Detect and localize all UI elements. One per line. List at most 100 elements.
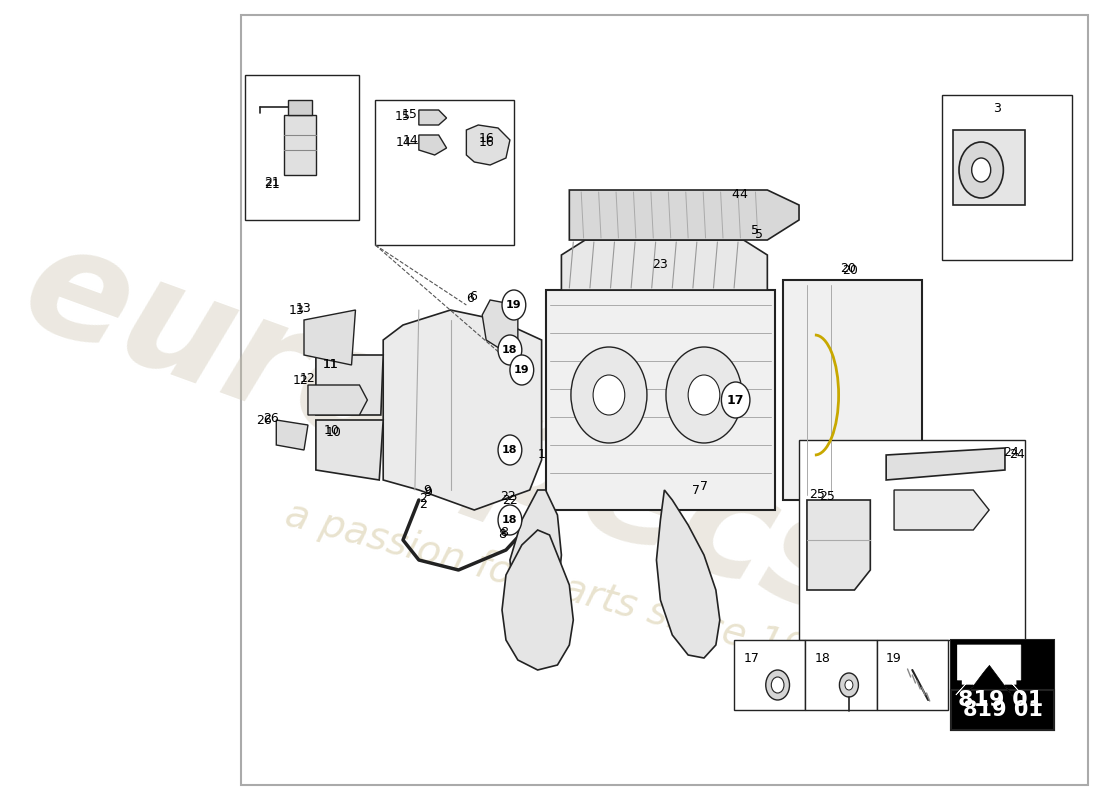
Text: 20: 20 [840,262,856,274]
Text: 19: 19 [514,365,529,375]
Text: 19: 19 [506,300,521,310]
Text: 25: 25 [818,490,835,503]
Polygon shape [807,500,870,590]
Bar [954,130,1025,205]
Text: 13: 13 [296,302,312,314]
Text: 22: 22 [502,494,518,506]
Text: 17: 17 [744,652,759,665]
Circle shape [689,375,719,415]
Polygon shape [887,448,1005,480]
Polygon shape [316,420,383,480]
Text: 9: 9 [425,486,432,498]
Polygon shape [419,135,447,155]
Bar [952,640,1054,690]
Text: 15: 15 [402,109,417,122]
Text: 10: 10 [323,423,340,437]
Polygon shape [288,100,312,115]
Circle shape [498,435,521,465]
Bar [546,290,776,510]
Polygon shape [510,490,561,620]
Circle shape [593,375,625,415]
Circle shape [971,158,991,182]
Polygon shape [894,490,989,530]
Text: 12: 12 [300,371,316,385]
Polygon shape [383,310,541,510]
Text: 14: 14 [403,134,419,147]
Text: 14: 14 [395,137,411,150]
Text: 8: 8 [498,529,506,542]
Text: 9: 9 [422,483,431,497]
Text: 6: 6 [469,290,476,303]
Text: 2: 2 [419,491,427,505]
Polygon shape [561,240,768,290]
Bar [375,100,514,245]
Circle shape [666,347,743,443]
Bar [244,75,360,220]
Text: 23: 23 [652,258,669,271]
Text: 2: 2 [419,498,427,511]
Text: 19: 19 [887,652,902,665]
Text: 16: 16 [478,131,494,145]
Bar [942,95,1072,260]
Text: 6: 6 [466,291,474,305]
Polygon shape [466,125,510,165]
Bar [877,640,948,710]
Circle shape [722,382,750,418]
Text: eurospecs: eurospecs [4,210,881,650]
Text: 7: 7 [700,481,708,494]
Text: 21: 21 [264,178,280,191]
Text: 5: 5 [756,229,763,242]
Circle shape [766,670,790,700]
Bar [799,440,1025,640]
Polygon shape [956,645,1022,695]
Text: 12: 12 [293,374,308,386]
Text: 24: 24 [1003,446,1020,459]
Text: 18: 18 [503,345,518,355]
Text: 16: 16 [478,135,494,149]
Text: a passion for parts since 1985: a passion for parts since 1985 [280,496,858,684]
Polygon shape [308,385,367,415]
Bar [952,690,1054,730]
Text: 13: 13 [288,303,304,317]
Text: 11: 11 [322,358,338,371]
Polygon shape [961,645,1016,700]
Circle shape [845,680,853,690]
Polygon shape [304,310,355,365]
Text: 15: 15 [395,110,411,123]
Polygon shape [419,110,447,125]
Bar [783,280,922,500]
Text: 18: 18 [815,652,830,665]
Text: 11: 11 [322,358,338,371]
Text: 10: 10 [326,426,341,438]
Circle shape [510,355,534,385]
Text: 4: 4 [739,189,748,202]
Text: 1: 1 [538,449,546,462]
Text: 22: 22 [500,490,516,503]
Circle shape [498,505,521,535]
Polygon shape [657,490,719,658]
Text: 24: 24 [1009,449,1025,462]
Text: 26: 26 [256,414,273,426]
Bar [952,640,1054,730]
Circle shape [959,142,1003,198]
Polygon shape [502,530,573,670]
Polygon shape [482,300,518,350]
Bar [734,640,805,710]
Text: 3: 3 [993,102,1001,114]
Text: 26: 26 [263,411,278,425]
Text: 25: 25 [810,489,825,502]
Text: 5: 5 [751,223,759,237]
Text: 8: 8 [500,526,508,539]
Bar [805,640,877,710]
Text: 20: 20 [843,263,858,277]
Polygon shape [570,190,799,240]
Circle shape [498,335,521,365]
Text: 819 01: 819 01 [958,690,1044,710]
Text: 7: 7 [692,483,700,497]
Polygon shape [276,420,308,450]
Text: 18: 18 [503,445,518,455]
Polygon shape [284,115,316,175]
Text: 4: 4 [732,189,739,202]
Circle shape [571,347,647,443]
Circle shape [839,673,858,697]
